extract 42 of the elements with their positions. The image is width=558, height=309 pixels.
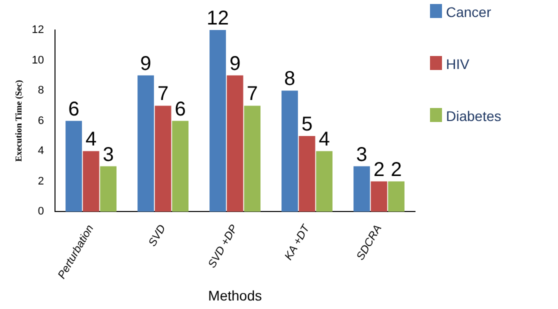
y-tick-label: 2 [38, 175, 44, 188]
data-label: 5 [301, 114, 313, 136]
bar [298, 136, 316, 212]
legend-label: HIV [446, 56, 470, 72]
data-label: 9 [140, 52, 152, 75]
data-label: 4 [318, 128, 330, 151]
bar [66, 120, 82, 212]
x-axis-title: Methods [208, 287, 262, 304]
y-tick-label: 0 [38, 206, 44, 218]
y-axis-title: Execution Time (Sec) [14, 80, 24, 162]
y-tick-label: 6 [38, 114, 44, 127]
data-label: 3 [102, 144, 114, 166]
y-tick-label: 12 [32, 24, 44, 36]
y-tick-label: 8 [38, 84, 44, 97]
data-label: 7 [246, 83, 258, 106]
bar [370, 181, 388, 212]
bar [138, 75, 154, 212]
y-tick-label: 4 [38, 145, 44, 158]
data-label: 6 [174, 98, 186, 120]
bar [316, 151, 332, 212]
data-label: 2 [373, 158, 385, 181]
data-label: 7 [157, 83, 169, 106]
data-label: 3 [356, 144, 368, 166]
bar [172, 120, 189, 212]
bar [154, 106, 172, 212]
data-label: 6 [68, 98, 80, 120]
data-label: 12 [206, 8, 229, 30]
legend-label: Diabetes [446, 108, 502, 124]
data-label: 8 [284, 68, 296, 90]
bar [226, 75, 244, 212]
bar [210, 30, 226, 212]
bar [282, 90, 298, 212]
bar [244, 106, 261, 212]
y-tick-label: 10 [32, 54, 44, 66]
legend-label: Cancer [446, 4, 492, 20]
bar [82, 151, 100, 212]
data-label: 9 [229, 52, 241, 75]
data-label: 4 [85, 128, 97, 151]
bar [388, 181, 404, 212]
data-label: 2 [390, 158, 402, 181]
bar [100, 166, 117, 212]
bar [354, 166, 370, 212]
